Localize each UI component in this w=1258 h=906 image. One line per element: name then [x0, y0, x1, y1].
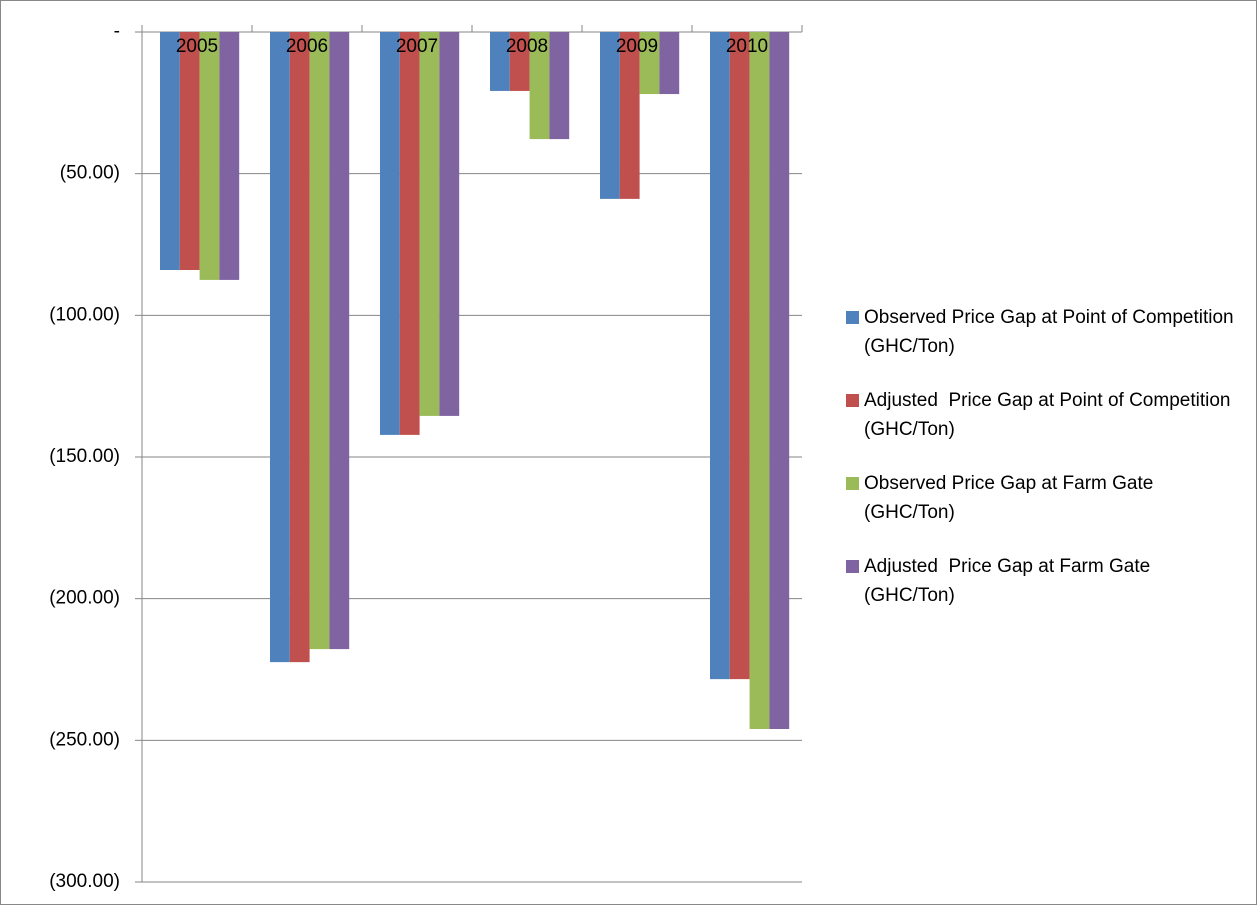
legend-swatch [846, 477, 859, 490]
bar [179, 32, 200, 270]
y-tick-label: (100.00) [49, 304, 120, 325]
bar [509, 32, 530, 91]
x-tick-label: 2005 [176, 36, 218, 57]
bar [329, 32, 350, 650]
bar [199, 32, 220, 280]
bar [399, 32, 420, 435]
legend-item: Adjusted Price Gap at Farm Gate (GHC/Ton… [846, 552, 1236, 610]
bar [600, 32, 620, 199]
bar [659, 32, 680, 95]
x-tick-label: 2008 [506, 36, 548, 57]
y-tick-label: (50.00) [60, 163, 120, 184]
bar [219, 32, 240, 280]
bar [710, 32, 730, 680]
legend-label: Adjusted Price Gap at Farm Gate (GHC/Ton… [864, 556, 1156, 606]
y-tick-label: - [114, 21, 120, 42]
legend: Observed Price Gap at Point of Competiti… [846, 303, 1236, 635]
bar [639, 32, 660, 95]
y-tick-label: (300.00) [49, 871, 120, 892]
bar [380, 32, 400, 435]
bar [309, 32, 330, 650]
legend-item: Observed Price Gap at Point of Competiti… [846, 303, 1236, 361]
bar [529, 32, 550, 140]
bar [419, 32, 440, 416]
bar [490, 32, 510, 91]
legend-label: Adjusted Price Gap at Point of Competiti… [864, 390, 1236, 440]
legend-item: Adjusted Price Gap at Point of Competiti… [846, 386, 1236, 444]
bar [619, 32, 640, 199]
bar [439, 32, 460, 416]
x-tick-label: 2007 [396, 36, 438, 57]
bar [289, 32, 310, 663]
bar [270, 32, 290, 663]
x-tick-label: 2006 [286, 36, 328, 57]
x-tick-label: 2009 [616, 36, 658, 57]
legend-label: Observed Price Gap at Point of Competiti… [864, 307, 1239, 357]
legend-swatch [846, 311, 859, 324]
y-tick-label: (200.00) [49, 588, 120, 609]
bar [729, 32, 750, 680]
y-tick-label: (150.00) [49, 446, 120, 467]
x-tick-label: 2010 [726, 36, 768, 57]
legend-item: Observed Price Gap at Farm Gate (GHC/Ton… [846, 469, 1236, 527]
legend-label: Observed Price Gap at Farm Gate (GHC/Ton… [864, 473, 1159, 523]
bar [769, 32, 790, 729]
legend-swatch [846, 394, 859, 407]
y-tick-label: (250.00) [49, 729, 120, 750]
bar [549, 32, 570, 140]
legend-swatch [846, 560, 859, 573]
bar [749, 32, 770, 729]
bar [160, 32, 180, 270]
